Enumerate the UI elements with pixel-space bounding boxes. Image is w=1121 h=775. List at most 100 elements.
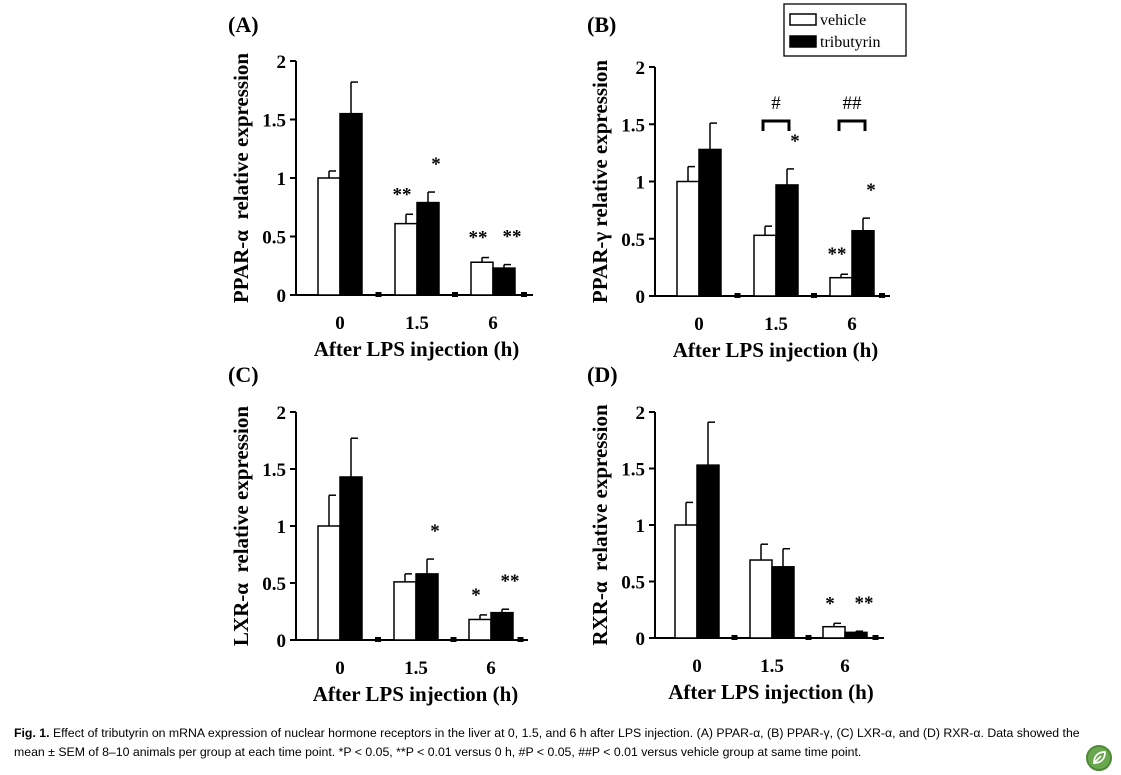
y-tick-label: 0.5	[262, 228, 286, 249]
bar-tributyrin	[339, 476, 363, 641]
x-tick-label: 1.5	[405, 313, 429, 334]
bar-vehicle	[470, 261, 494, 296]
y-tick-label: 2	[277, 52, 287, 73]
x-axis-label: After LPS injection (h)	[673, 338, 879, 362]
x-tick	[521, 292, 527, 297]
x-tick-label: 6	[486, 658, 496, 679]
x-tick-label: 0	[335, 313, 345, 334]
x-tick	[805, 635, 812, 640]
x-tick	[375, 637, 381, 642]
significance-marker: **	[393, 184, 412, 205]
significance-bracket	[761, 119, 791, 131]
panel-label: (A)	[228, 12, 259, 37]
significance-marker: *	[431, 154, 441, 175]
x-tick	[375, 292, 382, 297]
bracket-marker: #	[771, 93, 781, 114]
panel-label: (C)	[228, 362, 259, 387]
x-axis-label: After LPS injection (h)	[668, 680, 874, 704]
x-tick	[452, 292, 458, 297]
x-tick	[450, 637, 457, 642]
chart-panel-3: (D) 0 0.5 1 1.5 2 RXR-α relative expression 0 1.…	[587, 362, 884, 704]
x-axis-label: After LPS injection (h)	[314, 337, 520, 361]
significance-marker: *	[430, 521, 440, 542]
x-tick	[731, 635, 738, 640]
significance-marker: **	[855, 593, 874, 614]
figure-caption: Fig. 1. Effect of tributyrin on mRNA exp…	[14, 724, 1089, 762]
bar-tributyrin	[415, 573, 439, 641]
y-tick-label: 1	[636, 173, 646, 194]
bar-vehicle	[468, 618, 492, 641]
significance-marker: **	[501, 571, 520, 592]
y-tick-label: 0.5	[262, 574, 286, 595]
significance-marker: *	[866, 180, 876, 201]
x-tick	[734, 293, 741, 298]
bar-tributyrin	[698, 148, 722, 297]
bar-tributyrin	[490, 611, 514, 641]
panel-label: (B)	[587, 12, 616, 37]
x-axis-label: After LPS injection (h)	[313, 682, 519, 706]
bracket-marker: ##	[843, 93, 863, 114]
x-tick-label: 0	[692, 656, 702, 677]
bar-tributyrin	[844, 631, 868, 639]
y-tick-label: 0.5	[621, 230, 645, 251]
leaf-logo-icon	[1086, 745, 1112, 771]
bar-vehicle	[753, 234, 777, 297]
legend-label: vehicle	[820, 12, 866, 29]
y-tick-label: 1	[277, 517, 287, 538]
legend-swatch-tributyrin	[789, 35, 817, 48]
significance-marker: *	[825, 593, 835, 614]
bar-vehicle	[822, 625, 846, 639]
figure: (A) 0 0.5 1 1.5 2 PPAR-α relative expression 0 1…	[228, 3, 907, 706]
y-tick-label: 2	[636, 403, 646, 424]
bar-tributyrin	[339, 112, 363, 296]
x-tick	[811, 293, 817, 298]
y-tick-label: 1	[277, 169, 287, 190]
x-tick-label: 6	[840, 656, 850, 677]
bar-vehicle	[317, 525, 341, 641]
legend: vehicle tributyrin	[783, 3, 907, 57]
y-tick-label: 1.5	[262, 111, 286, 132]
y-axis-label: LXR-α relative expression	[229, 406, 253, 646]
y-tick-label: 0	[636, 287, 646, 308]
chart-panel-0: (A) 0 0.5 1 1.5 2 PPAR-α relative expression 0 1…	[228, 12, 533, 361]
y-axis-label: PPAR-α relative expression	[229, 53, 253, 304]
legend-label: tributyrin	[820, 34, 880, 51]
y-tick-label: 0.5	[621, 573, 645, 594]
bar-vehicle	[394, 222, 418, 296]
bar-vehicle	[393, 581, 417, 641]
significance-marker: **	[503, 227, 522, 248]
y-tick-label: 1.5	[621, 115, 645, 136]
bar-tributyrin	[492, 267, 516, 296]
y-tick-label: 0	[277, 286, 287, 307]
y-axis-label: PPAR-γ relative expression	[588, 60, 612, 303]
chart-panel-1: (B) 0 0.5 1 1.5 2 PPAR-γ relative expression 0 1…	[587, 12, 890, 362]
caption-text: Effect of tributyrin on mRNA expression …	[14, 726, 1080, 759]
x-tick-label: 6	[847, 314, 857, 335]
significance-marker: *	[471, 585, 481, 606]
bar-vehicle	[676, 180, 700, 297]
significance-bracket	[837, 119, 867, 131]
bar-tributyrin	[771, 566, 795, 639]
bar-vehicle	[829, 276, 853, 297]
x-tick	[872, 635, 879, 640]
bar-vehicle	[674, 524, 698, 639]
significance-marker: **	[828, 244, 847, 265]
bar-tributyrin	[416, 201, 440, 296]
y-tick-label: 1	[636, 516, 646, 537]
chart-panel-2: (C) 0 0.5 1 1.5 2 LXR-α relative expression 0 1.…	[228, 362, 528, 706]
significance-marker: *	[790, 131, 800, 152]
bar-tributyrin	[696, 464, 720, 639]
bar-vehicle	[317, 177, 341, 296]
y-tick-label: 2	[277, 403, 287, 424]
x-tick-label: 1.5	[764, 314, 788, 335]
x-tick	[879, 293, 885, 298]
bar-vehicle	[749, 559, 773, 639]
y-tick-label: 0	[636, 629, 646, 650]
y-tick-label: 0	[277, 631, 287, 652]
y-tick-label: 1.5	[621, 460, 645, 481]
x-tick-label: 0	[694, 314, 704, 335]
caption-label: Fig. 1.	[14, 726, 50, 740]
x-tick-label: 6	[488, 313, 498, 334]
y-tick-label: 2	[636, 58, 646, 79]
panel-label: (D)	[587, 362, 618, 387]
